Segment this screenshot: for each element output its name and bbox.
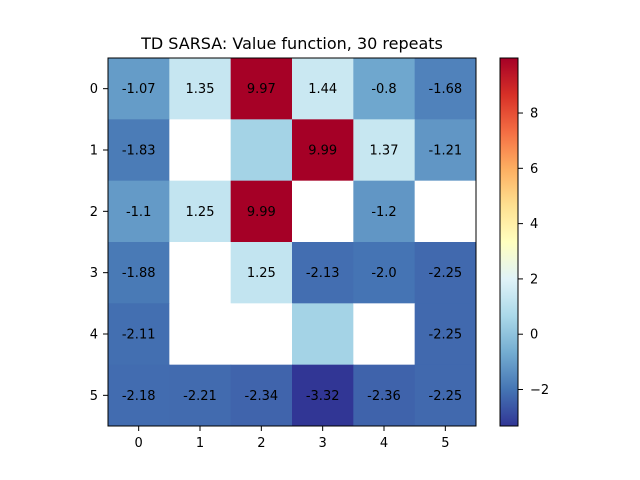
colorbar-tick-label: 6 — [530, 162, 538, 177]
heatmap-cell — [108, 58, 170, 120]
heatmap-cell — [414, 242, 477, 304]
heatmap-cell — [169, 303, 232, 366]
cell-value-label: 9.99 — [247, 205, 276, 220]
colorbar — [499, 57, 519, 427]
heatmap-cell-labels: -1.07 1.35 9.97 1.44 -0.8 -1.68 -1.83 9.99 1.37 -… — [122, 82, 462, 404]
cell-value-label: 1.44 — [308, 82, 337, 97]
y-tick-label: 4 — [90, 328, 98, 343]
heatmap-cell — [108, 180, 170, 243]
heatmap-cell — [230, 58, 293, 120]
cell-value-label: -3.32 — [306, 389, 340, 404]
heatmap-cell — [230, 364, 293, 427]
x-tick-label: 0 — [135, 436, 143, 451]
x-tick-label: 4 — [380, 436, 388, 451]
heatmap-cell — [292, 58, 354, 120]
colorbar-tick-label: −2 — [530, 383, 549, 398]
heatmap-cell — [292, 242, 354, 304]
cell-value-label: -1.68 — [429, 82, 463, 97]
heatmap-cell — [353, 58, 416, 120]
y-tick-label: 5 — [90, 389, 98, 404]
heatmap-cell — [414, 119, 477, 182]
cell-value-label: -1.2 — [371, 205, 396, 220]
heatmap-cell — [292, 119, 354, 182]
heatmap-cell — [292, 303, 354, 366]
heatmap-cell — [108, 364, 170, 427]
colorbar-tick-label: 4 — [530, 217, 538, 232]
heatmap-cell — [414, 364, 477, 427]
chart-title: TD SARSA: Value function, 30 repeats — [140, 34, 443, 53]
cell-value-label: 1.37 — [370, 144, 399, 159]
cell-value-label: -1.83 — [122, 144, 156, 159]
heatmap-cell — [169, 119, 232, 182]
cell-value-label: -0.8 — [371, 82, 396, 97]
heatmap-cell — [108, 119, 170, 182]
y-tick-label: 1 — [90, 144, 98, 159]
heatmap-cell — [230, 180, 293, 243]
cell-value-label: -2.25 — [429, 328, 463, 343]
cell-value-label: -1.21 — [429, 144, 463, 159]
colorbar-tick-label: 8 — [530, 107, 538, 122]
colorbar-tick-label: 0 — [530, 328, 538, 343]
heatmap-cell — [353, 364, 416, 427]
y-tick-label: 0 — [90, 82, 98, 97]
cell-value-label: 9.97 — [247, 82, 276, 97]
heatmap-cell — [230, 242, 293, 304]
cell-value-label: -2.11 — [122, 328, 156, 343]
cell-value-label: 9.99 — [308, 144, 337, 159]
heatmap-cell — [169, 58, 232, 120]
cell-value-label: -2.21 — [183, 389, 217, 404]
cell-value-label: -2.0 — [371, 266, 396, 281]
cell-value-label: -2.18 — [122, 389, 156, 404]
x-tick-label: 3 — [319, 436, 327, 451]
x-tick-label: 1 — [196, 436, 204, 451]
cell-value-label: -1.07 — [122, 82, 156, 97]
plot-frame — [107, 57, 477, 427]
heatmap-cell — [353, 119, 416, 182]
heatmap-cell — [230, 119, 293, 182]
cell-value-label: 1.25 — [186, 205, 215, 220]
y-axis-ticks: 0 1 2 3 4 5 — [90, 82, 108, 404]
x-tick-label: 2 — [257, 436, 265, 451]
x-tick-label: 5 — [441, 436, 449, 451]
y-tick-label: 2 — [90, 205, 98, 220]
heatmap-cell — [414, 58, 477, 120]
heatmap-cells — [108, 58, 477, 427]
cell-value-label: -2.25 — [429, 389, 463, 404]
cell-value-label: 1.25 — [247, 266, 276, 281]
cell-value-label: -2.34 — [245, 389, 279, 404]
heatmap-cell — [230, 303, 293, 366]
cell-value-label: -2.13 — [306, 266, 340, 281]
cell-value-label: -2.25 — [429, 266, 463, 281]
colorbar-ticks: −2 0 2 4 6 8 — [518, 107, 549, 398]
heatmap-cell — [414, 303, 477, 366]
cell-value-label: -1.88 — [122, 266, 156, 281]
heatmap-cell — [353, 242, 416, 304]
heatmap-cell — [414, 180, 477, 243]
heatmap-cell — [353, 180, 416, 243]
heatmap-cell — [292, 364, 354, 427]
x-axis-ticks: 0 1 2 3 4 5 — [135, 426, 449, 451]
heatmap-cell — [108, 303, 170, 366]
heatmap-cell — [169, 180, 232, 243]
y-tick-label: 3 — [90, 266, 98, 281]
colorbar-tick-label: 2 — [530, 272, 538, 287]
heatmap-cell — [169, 242, 232, 304]
cell-value-label: -2.36 — [367, 389, 401, 404]
heatmap-cell — [353, 303, 416, 366]
cell-value-label: -1.1 — [126, 205, 151, 220]
cell-value-label: 1.35 — [186, 82, 215, 97]
heatmap-cell — [108, 242, 170, 304]
heatmap-cell — [169, 364, 232, 427]
heatmap-cell — [292, 180, 354, 243]
